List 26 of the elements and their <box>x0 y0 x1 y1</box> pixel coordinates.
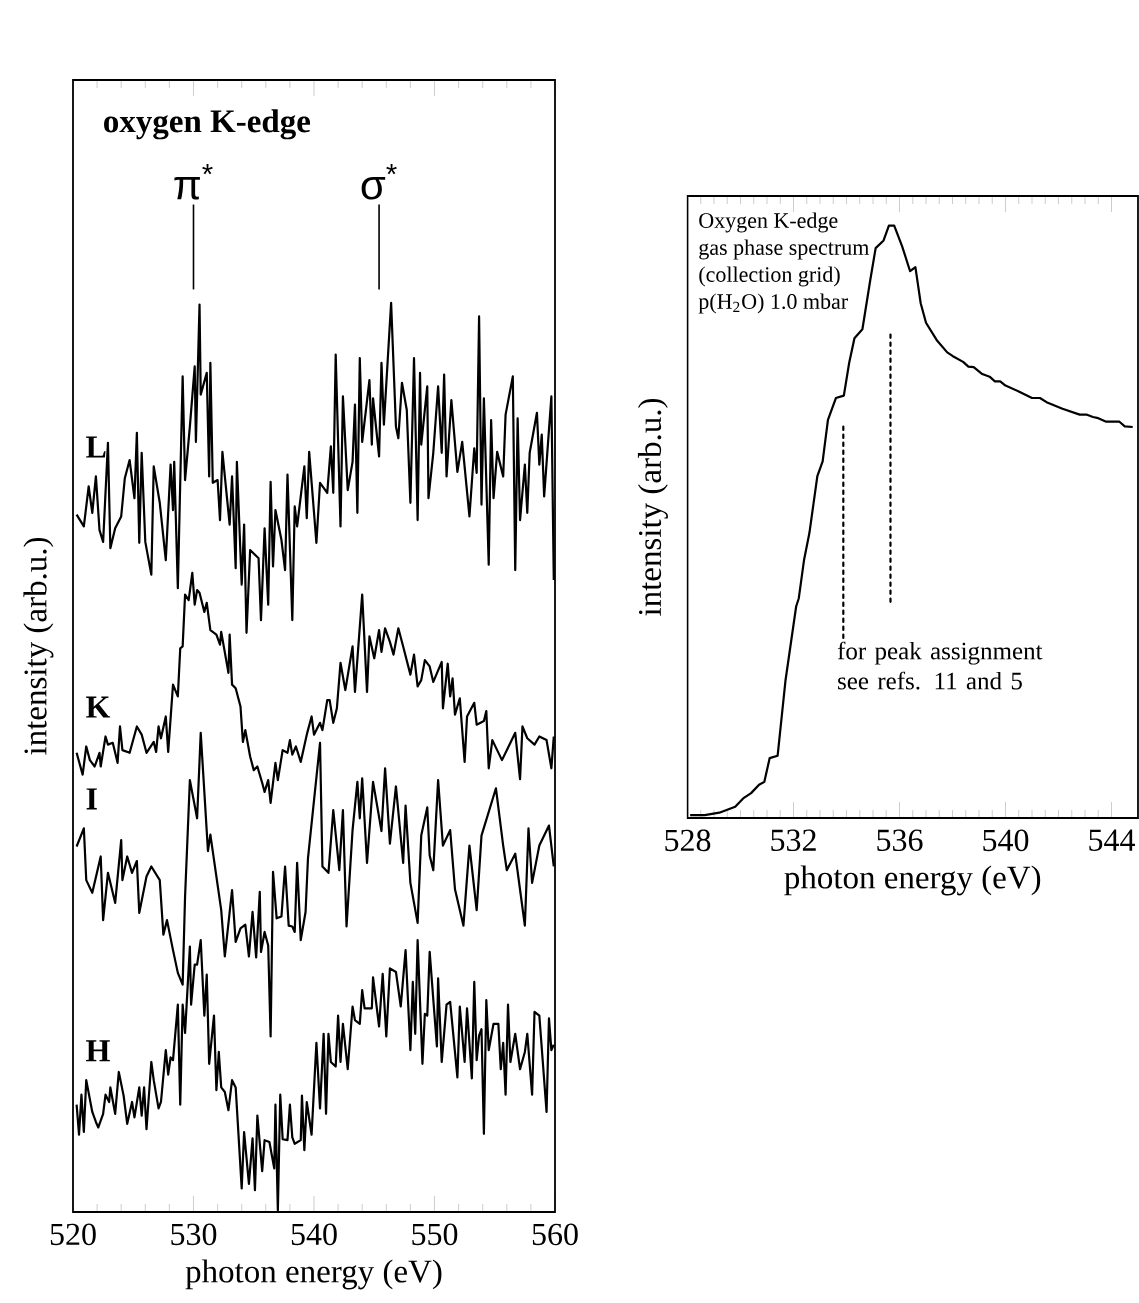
series-label: K <box>86 696 111 718</box>
x-axis-title: photon energy (eV) <box>185 1259 442 1290</box>
y-axis-title: intensity (arb.u.) <box>23 537 54 755</box>
x-tick-label: 520 <box>50 1223 96 1246</box>
x-tick-label: 532 <box>771 829 816 852</box>
x-tick-label: 540 <box>983 829 1029 852</box>
ref-line-label: π$^{*}$ <box>174 163 213 200</box>
x-tick-label: 540 <box>291 1223 337 1246</box>
x-tick-label: 530 <box>171 1223 217 1246</box>
chart-title: oxygen K-edge <box>104 109 311 140</box>
series-label: I <box>86 788 97 810</box>
series-label: L <box>86 436 106 458</box>
annotation: p(H$_{2}$O) 1.0 mbar <box>698 293 848 314</box>
annotation: gas phase spectrum <box>699 239 870 260</box>
x-tick-label: 560 <box>532 1223 578 1246</box>
x-tick-label: 536 <box>877 829 923 852</box>
x-tick-label: 544 <box>1089 829 1135 851</box>
annotation: (collection grid) <box>699 266 840 287</box>
series-label: H <box>86 1040 110 1062</box>
chart-title: Oxygen K-edge <box>699 212 838 233</box>
x-tick-label: 550 <box>412 1223 458 1246</box>
ref-line-label: σ$^{*}$ <box>361 163 397 200</box>
x-axis-title: photon energy (eV) <box>784 865 1041 896</box>
annotation: for peak assignment see refs. 11 and 5 <box>837 641 1043 690</box>
x-tick-label: 528 <box>665 829 711 852</box>
y-axis-title: intensity (arb.u.) <box>637 398 668 616</box>
